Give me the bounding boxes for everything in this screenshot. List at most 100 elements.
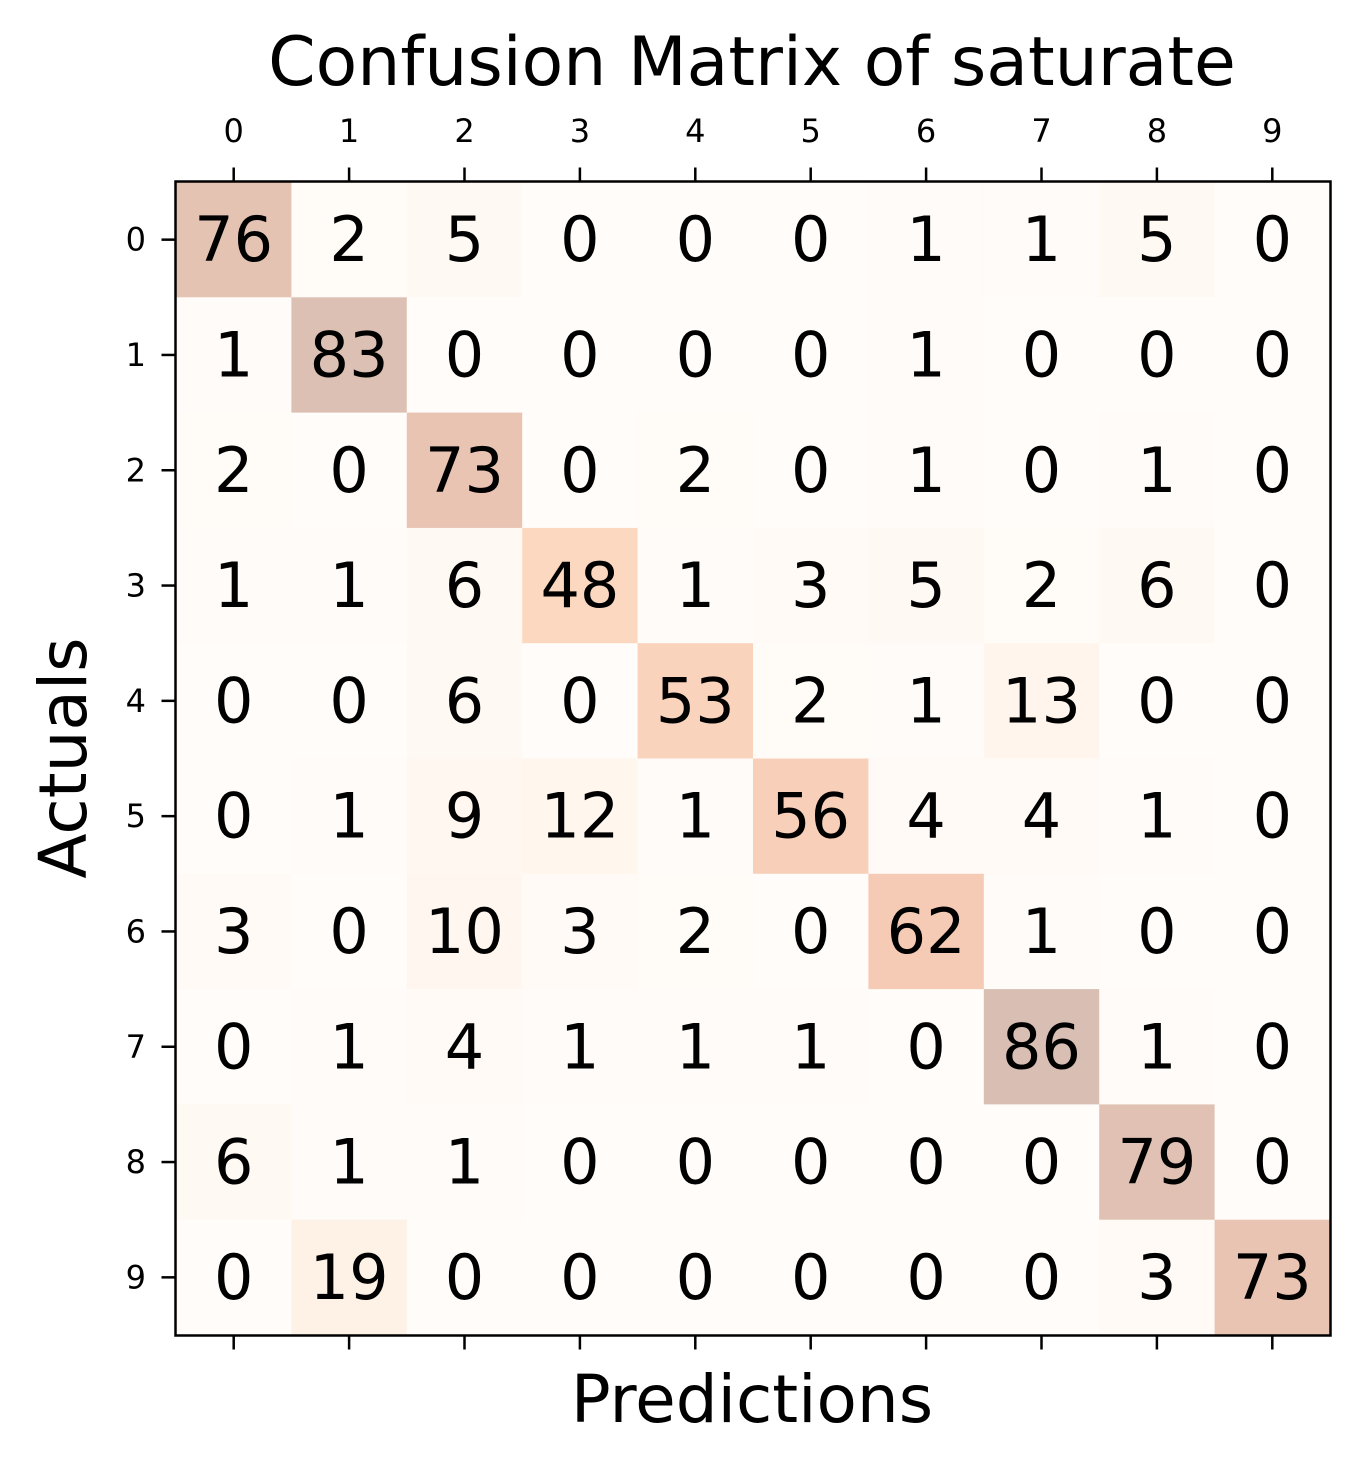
cell-value-r3-c3: 48 — [540, 549, 619, 622]
cell-r9-c8 — [1099, 1219, 1216, 1336]
cell-value-r9-c7: 0 — [1022, 1241, 1061, 1314]
cell-r7-c4 — [637, 989, 754, 1105]
cell-r1-c2 — [406, 297, 523, 414]
cell-r1-c1 — [291, 297, 408, 414]
cell-r8-c4 — [637, 1104, 754, 1221]
cell-r0-c5 — [753, 182, 869, 298]
cell-value-r8-c8: 79 — [1117, 1126, 1196, 1199]
cell-r1-c8 — [1099, 297, 1216, 414]
cell-r3-c7 — [983, 527, 1100, 644]
cell-r0-c9 — [1214, 182, 1331, 298]
cell-r7-c5 — [753, 989, 869, 1105]
cell-r8-c8 — [1099, 1104, 1216, 1221]
cell-r7-c2 — [406, 989, 523, 1105]
cell-value-r4-c5: 2 — [791, 664, 830, 737]
cell-value-r5-c6: 4 — [906, 780, 945, 853]
cell-value-r1-c1: 83 — [310, 318, 389, 391]
cell-r2-c7 — [983, 412, 1100, 529]
cell-r7-c7 — [983, 989, 1100, 1105]
cell-value-r4-c8: 0 — [1137, 664, 1176, 737]
cell-value-r1-c8: 0 — [1137, 318, 1176, 391]
cell-value-r3-c8: 6 — [1137, 549, 1176, 622]
cell-r4-c0 — [176, 643, 292, 759]
x-tick-label-3: 3 — [570, 112, 590, 150]
cell-r5-c6 — [868, 758, 985, 875]
cell-r8-c6 — [868, 1104, 985, 1221]
x-tick-label-1: 1 — [339, 112, 359, 150]
cell-value-r7-c1: 1 — [329, 1010, 368, 1083]
cell-value-r5-c8: 1 — [1137, 780, 1176, 853]
y-tick-label-4: 4 — [126, 682, 146, 720]
cell-r7-c8 — [1099, 989, 1216, 1105]
cell-r4-c1 — [291, 643, 408, 759]
cell-r2-c5 — [753, 412, 869, 529]
cell-value-r2-c4: 2 — [676, 434, 715, 507]
cell-r5-c4 — [637, 758, 754, 875]
cell-r6-c0 — [176, 873, 292, 990]
cell-value-r8-c2: 1 — [445, 1126, 484, 1199]
cell-r6-c2 — [406, 873, 523, 990]
cell-r5-c9 — [1214, 758, 1331, 875]
cell-value-r2-c3: 0 — [560, 434, 599, 507]
cell-value-r2-c1: 0 — [329, 434, 368, 507]
cell-value-r9-c6: 0 — [906, 1241, 945, 1314]
cell-value-r5-c1: 1 — [329, 780, 368, 853]
cell-r2-c9 — [1214, 412, 1331, 529]
cell-r4-c6 — [868, 643, 985, 759]
cell-value-r0-c1: 2 — [329, 203, 368, 276]
cell-r8-c5 — [753, 1104, 869, 1221]
cell-value-r5-c4: 1 — [676, 780, 715, 853]
cell-value-r7-c0: 0 — [214, 1010, 253, 1083]
cell-r5-c8 — [1099, 758, 1216, 875]
cell-value-r6-c3: 3 — [560, 895, 599, 968]
cell-value-r2-c5: 0 — [791, 434, 830, 507]
cell-r5-c7 — [983, 758, 1100, 875]
heatmap-cells — [176, 182, 1331, 1336]
cell-value-r4-c6: 1 — [906, 664, 945, 737]
y-tick-label-5: 5 — [126, 797, 146, 835]
x-tick-label-7: 7 — [1031, 112, 1051, 150]
cell-value-r0-c9: 0 — [1253, 203, 1292, 276]
cell-r2-c0 — [176, 412, 292, 529]
cell-value-r7-c8: 1 — [1137, 1010, 1176, 1083]
cell-value-r7-c5: 1 — [791, 1010, 830, 1083]
cell-r1-c9 — [1214, 297, 1331, 414]
axis-ticks — [161, 167, 1274, 1350]
cell-value-r0-c0: 76 — [194, 203, 273, 276]
cell-value-r3-c9: 0 — [1253, 549, 1292, 622]
y-tick-label-2: 2 — [126, 451, 146, 489]
cell-r0-c2 — [406, 182, 523, 298]
cell-r6-c4 — [637, 873, 754, 990]
cell-value-r9-c5: 0 — [791, 1241, 830, 1314]
cell-r4-c8 — [1099, 643, 1216, 759]
cell-value-r6-c4: 2 — [676, 895, 715, 968]
cell-value-r5-c2: 9 — [445, 780, 484, 853]
y-axis-label: Actuals — [25, 637, 102, 878]
cell-r3-c1 — [291, 527, 408, 644]
cell-r1-c0 — [176, 297, 292, 414]
cell-value-r6-c8: 0 — [1137, 895, 1176, 968]
cell-value-r7-c4: 1 — [676, 1010, 715, 1083]
cell-r9-c6 — [868, 1219, 985, 1336]
cell-value-r0-c3: 0 — [560, 203, 599, 276]
x-tick-label-8: 8 — [1147, 112, 1167, 150]
cell-r1-c3 — [522, 297, 639, 414]
cell-value-r7-c9: 0 — [1253, 1010, 1292, 1083]
cell-r7-c6 — [868, 989, 985, 1105]
cell-r3-c4 — [637, 527, 754, 644]
x-tick-label-2: 2 — [454, 112, 474, 150]
cell-value-r2-c6: 1 — [906, 434, 945, 507]
cell-value-r3-c7: 2 — [1022, 549, 1061, 622]
cell-r5-c0 — [176, 758, 292, 875]
plot-frame — [174, 180, 1332, 1337]
cell-r1-c6 — [868, 297, 985, 414]
cell-value-r1-c7: 0 — [1022, 318, 1061, 391]
cell-value-r8-c1: 1 — [329, 1126, 368, 1199]
cell-r3-c0 — [176, 527, 292, 644]
cell-r9-c4 — [637, 1219, 754, 1336]
cell-value-r1-c4: 0 — [676, 318, 715, 391]
cell-value-r7-c2: 4 — [445, 1010, 484, 1083]
cell-r4-c2 — [406, 643, 523, 759]
